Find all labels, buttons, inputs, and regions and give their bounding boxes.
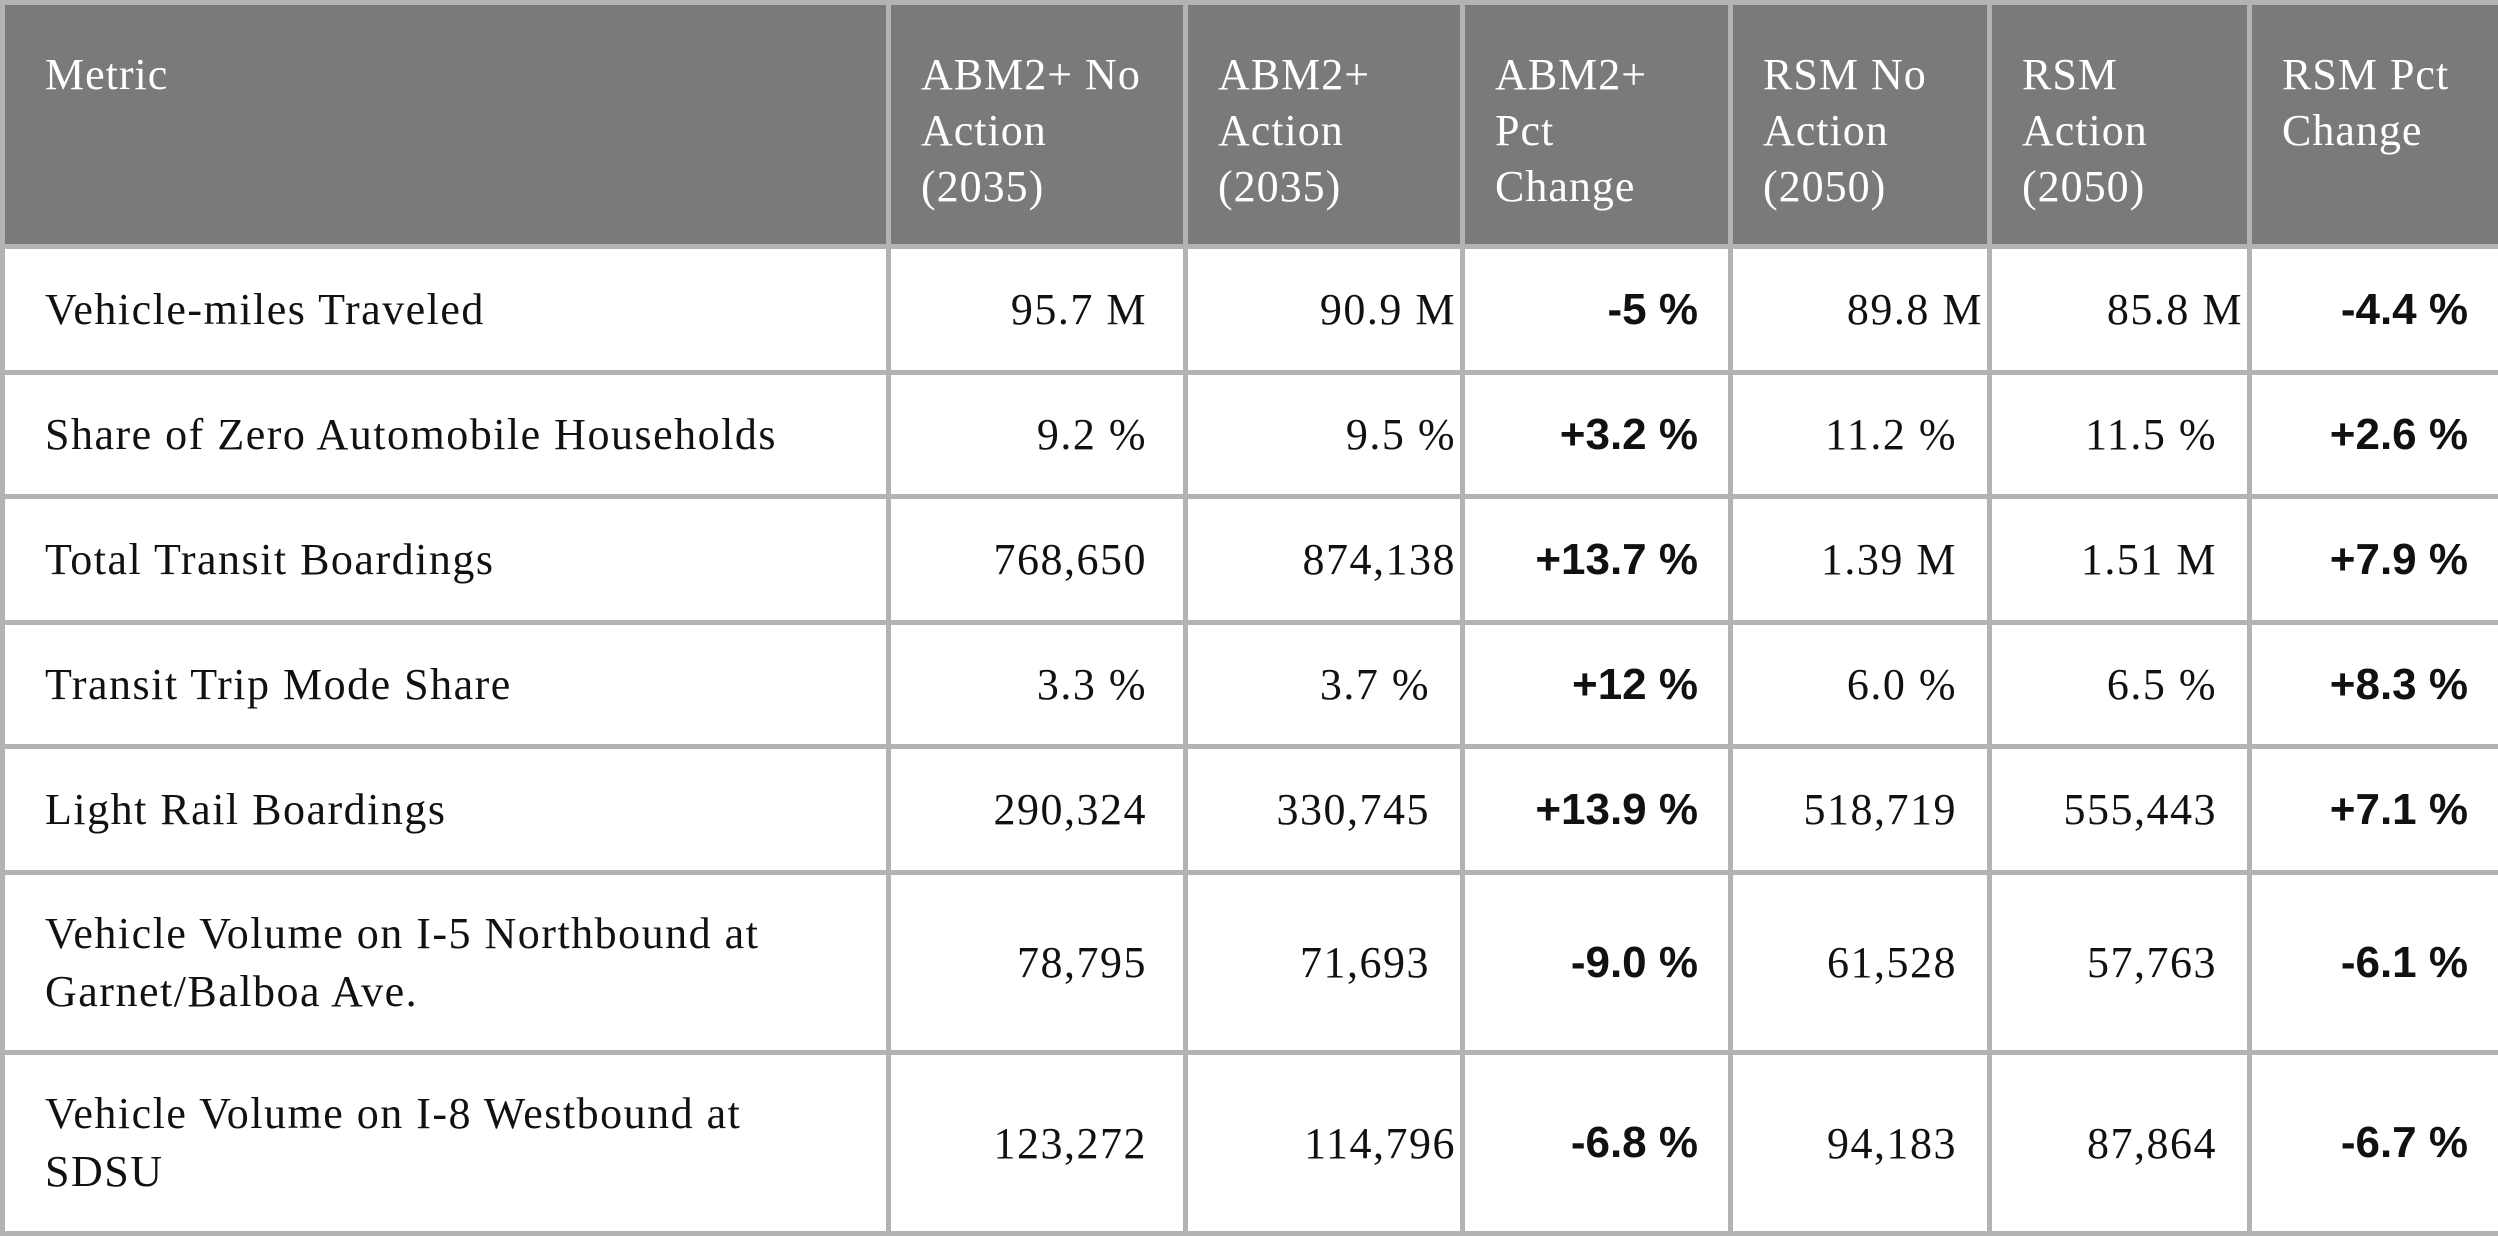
table-row: Total Transit Boardings 768,650 874,138 … xyxy=(3,497,2498,623)
cell-rsm-pct-change: -4.4 % xyxy=(2250,247,2498,373)
cell-rsm-pct-change: +7.1 % xyxy=(2250,747,2498,873)
header-abm-no-action: ABM2+ No Action (2035) xyxy=(889,3,1186,247)
cell-rsm-pct-change: -6.7 % xyxy=(2250,1053,2498,1234)
cell-metric: Vehicle Volume on I-8 Westbound at SDSU xyxy=(3,1053,889,1234)
cell-abm-action: 330,745 xyxy=(1186,747,1463,873)
cell-rsm-no-action: 89.8 M xyxy=(1731,247,1990,373)
table-row: Vehicle Volume on I-8 Westbound at SDSU … xyxy=(3,1053,2498,1234)
cell-rsm-pct-change: +2.6 % xyxy=(2250,373,2498,497)
table-row: Share of Zero Automobile Households 9.2 … xyxy=(3,373,2498,497)
cell-rsm-action: 11.5 % xyxy=(1990,373,2250,497)
cell-abm-pct-change: -5 % xyxy=(1463,247,1731,373)
cell-abm-pct-change: +13.7 % xyxy=(1463,497,1731,623)
table-body: Vehicle-miles Traveled 95.7 M 90.9 M -5 … xyxy=(3,247,2498,1234)
cell-metric: Share of Zero Automobile Households xyxy=(3,373,889,497)
cell-metric: Vehicle-miles Traveled xyxy=(3,247,889,373)
table-row: Light Rail Boardings 290,324 330,745 +13… xyxy=(3,747,2498,873)
cell-rsm-no-action: 61,528 xyxy=(1731,873,1990,1053)
cell-rsm-no-action: 518,719 xyxy=(1731,747,1990,873)
cell-metric: Total Transit Boardings xyxy=(3,497,889,623)
cell-rsm-no-action: 1.39 M xyxy=(1731,497,1990,623)
cell-abm-no-action: 290,324 xyxy=(889,747,1186,873)
cell-abm-action: 71,693 xyxy=(1186,873,1463,1053)
cell-metric: Vehicle Volume on I-5 Northbound at Garn… xyxy=(3,873,889,1053)
cell-rsm-action: 87,864 xyxy=(1990,1053,2250,1234)
cell-rsm-action: 6.5 % xyxy=(1990,623,2250,747)
cell-rsm-no-action: 94,183 xyxy=(1731,1053,1990,1234)
header-abm-pct-change: ABM2+ Pct Change xyxy=(1463,3,1731,247)
header-rsm-pct-change: RSM Pct Change xyxy=(2250,3,2498,247)
cell-abm-pct-change: -9.0 % xyxy=(1463,873,1731,1053)
cell-abm-pct-change: +12 % xyxy=(1463,623,1731,747)
cell-rsm-action: 85.8 M xyxy=(1990,247,2250,373)
cell-abm-action: 90.9 M xyxy=(1186,247,1463,373)
cell-abm-no-action: 78,795 xyxy=(889,873,1186,1053)
cell-rsm-pct-change: -6.1 % xyxy=(2250,873,2498,1053)
table-row: Transit Trip Mode Share 3.3 % 3.7 % +12 … xyxy=(3,623,2498,747)
header-row: Metric ABM2+ No Action (2035) ABM2+ Acti… xyxy=(3,3,2498,247)
cell-abm-action: 874,138 xyxy=(1186,497,1463,623)
cell-rsm-action: 555,443 xyxy=(1990,747,2250,873)
table-header: Metric ABM2+ No Action (2035) ABM2+ Acti… xyxy=(3,3,2498,247)
header-metric: Metric xyxy=(3,3,889,247)
header-rsm-action: RSM Action (2050) xyxy=(1990,3,2250,247)
cell-metric: Light Rail Boardings xyxy=(3,747,889,873)
cell-abm-no-action: 3.3 % xyxy=(889,623,1186,747)
cell-abm-pct-change: +13.9 % xyxy=(1463,747,1731,873)
cell-abm-pct-change: +3.2 % xyxy=(1463,373,1731,497)
cell-abm-no-action: 768,650 xyxy=(889,497,1186,623)
cell-rsm-no-action: 6.0 % xyxy=(1731,623,1990,747)
table-row: Vehicle-miles Traveled 95.7 M 90.9 M -5 … xyxy=(3,247,2498,373)
table-row: Vehicle Volume on I-5 Northbound at Garn… xyxy=(3,873,2498,1053)
header-abm-action: ABM2+ Action (2035) xyxy=(1186,3,1463,247)
cell-rsm-action: 1.51 M xyxy=(1990,497,2250,623)
cell-abm-no-action: 123,272 xyxy=(889,1053,1186,1234)
cell-rsm-pct-change: +8.3 % xyxy=(2250,623,2498,747)
header-rsm-no-action: RSM No Action (2050) xyxy=(1731,3,1990,247)
cell-abm-no-action: 9.2 % xyxy=(889,373,1186,497)
cell-metric: Transit Trip Mode Share xyxy=(3,623,889,747)
cell-abm-action: 114,796 xyxy=(1186,1053,1463,1234)
cell-abm-action: 3.7 % xyxy=(1186,623,1463,747)
cell-rsm-no-action: 11.2 % xyxy=(1731,373,1990,497)
cell-abm-no-action: 95.7 M xyxy=(889,247,1186,373)
cell-rsm-pct-change: +7.9 % xyxy=(2250,497,2498,623)
cell-abm-action: 9.5 % xyxy=(1186,373,1463,497)
cell-rsm-action: 57,763 xyxy=(1990,873,2250,1053)
cell-abm-pct-change: -6.8 % xyxy=(1463,1053,1731,1234)
